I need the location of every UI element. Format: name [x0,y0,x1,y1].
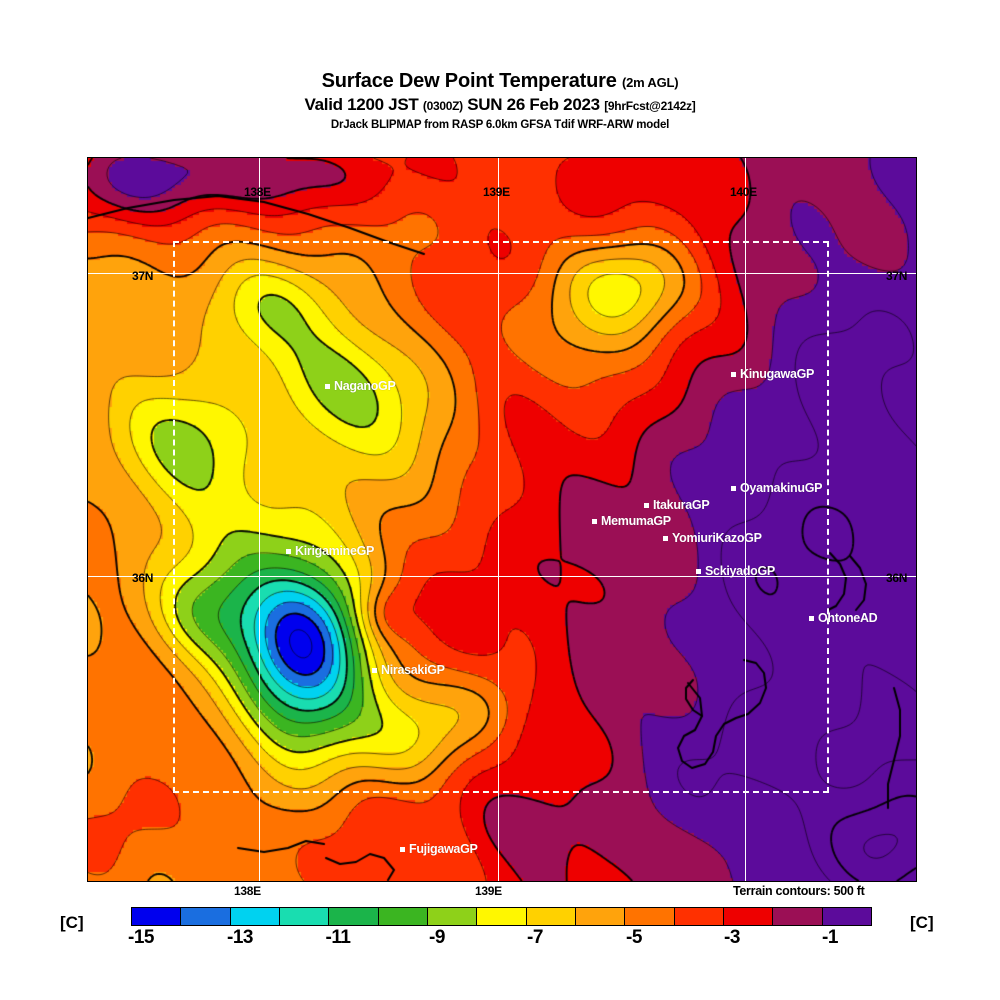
colorbar-swatches[interactable] [131,907,872,926]
colorbar-tick: -11 [325,927,351,948]
colorbar-swatch [772,908,822,925]
colorbar-swatch [328,908,378,925]
forecast-hour-badge: [9hrFcst@2142z] [604,99,696,113]
colorbar-tick: -15 [128,927,154,948]
colorbar-swatch [722,908,773,925]
colorbar-tick: -7 [527,927,543,948]
colorbar-unit-right: [C] [910,913,934,932]
dewpoint-field-canvas [88,158,916,881]
main-title-text: Surface Dew Point Temperature [321,70,617,92]
colorbar-swatch [624,908,674,925]
lat-label-right: 37N [886,269,908,283]
colorbar-swatch [278,908,329,925]
valid-time-local: Valid 1200 JST [304,95,419,114]
title-block: Surface Dew Point Temperature (2m AGL) V… [0,70,1000,133]
map-plot-area[interactable]: NaganoGP KinugawaGP OyamakinuGP ItakuraGP Me… [87,157,917,882]
colorbar-tick: -5 [626,927,642,948]
colorbar-swatch [229,908,279,925]
colorbar-tick: -3 [724,927,740,948]
valid-time-utc: (0300Z) [422,99,463,113]
colorbar-swatch [821,908,871,925]
colorbar-swatch [574,908,625,925]
lat-label-right: 36N [886,571,908,585]
valid-time-line: Valid 1200 JST (0300Z) SUN 26 Feb 2023 [… [0,94,1000,117]
colorbar-swatch [525,908,575,925]
colorbar: [C] [C] -15 -13 -11 -9 -7 -5 -3 -1 [0,903,1000,963]
lon-label-top: 138E [244,185,271,199]
colorbar-swatch [132,908,181,925]
colorbar-unit-left: [C] [60,913,84,932]
lon-label-bottom: 139E [475,884,502,898]
model-source-line: DrJack BLIPMAP from RASP 6.0km GFSA Tdif… [330,119,670,131]
colorbar-tick: -13 [227,927,253,948]
colorbar-tick: -9 [429,927,445,948]
colorbar-swatch [377,908,427,925]
main-title-suffix: (2m AGL) [621,75,679,90]
lon-label-top: 139E [483,185,510,199]
terrain-contour-note: Terrain contours: 500 ft [733,884,865,898]
colorbar-swatch [476,908,526,925]
colorbar-swatch [180,908,230,925]
lat-label-left: 36N [132,571,154,585]
lon-label-bottom: 138E [234,884,261,898]
colorbar-swatch [673,908,723,925]
valid-date: SUN 26 Feb 2023 [467,95,600,114]
lat-label-left: 37N [132,269,154,283]
colorbar-swatch [426,908,477,925]
colorbar-tick: -1 [822,927,838,948]
lon-label-top: 140E [730,185,757,199]
page-title: Surface Dew Point Temperature (2m AGL) [0,70,1000,94]
